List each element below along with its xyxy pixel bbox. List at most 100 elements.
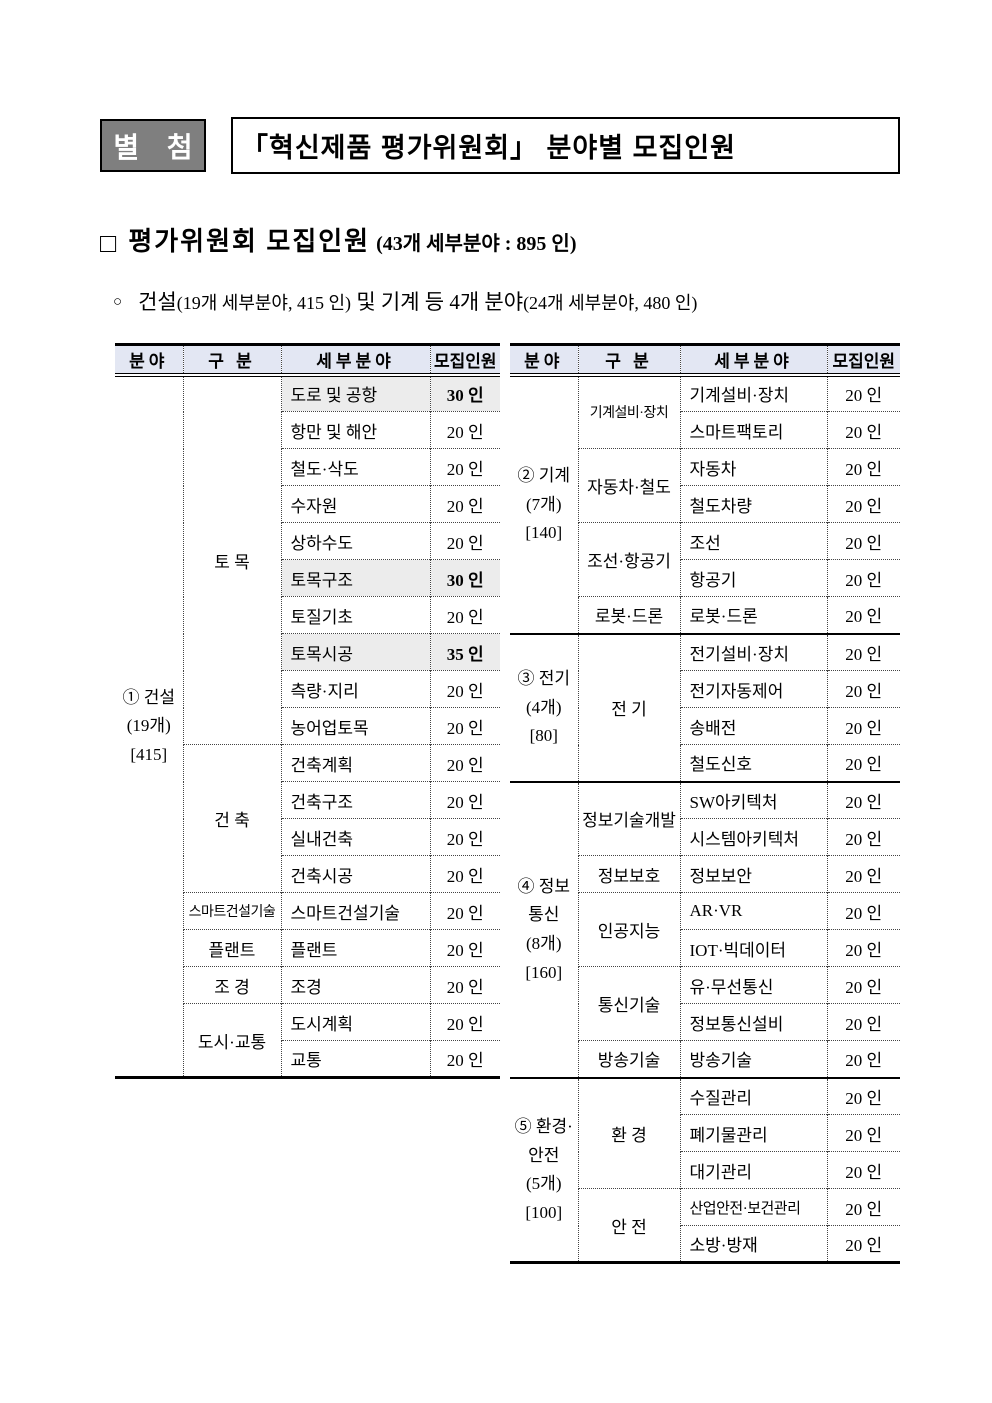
group-cell: 조선·항공기 <box>577 522 680 597</box>
column-header: 모집인원 <box>429 344 500 377</box>
count-cell: 20 인 <box>826 1188 900 1226</box>
subfield-cell: 조선 <box>679 522 827 560</box>
count-cell: 30 인 <box>429 374 500 412</box>
subfield-cell: 토목시공 <box>280 633 430 671</box>
table-row: 스마트건설기술 스마트건설기술 20 인 <box>115 892 500 930</box>
subfield-cell: 농어업토목 <box>280 707 430 745</box>
count-cell: 20 인 <box>826 1225 900 1263</box>
subfield-cell: 대기관리 <box>679 1151 827 1189</box>
count-cell: 20 인 <box>826 632 900 671</box>
circle-bullet-icon: ○ <box>113 294 123 310</box>
sub-heading-segment: 및 기계 등 4개 분야 <box>351 290 524 314</box>
count-cell: 20 인 <box>826 485 900 523</box>
table-row: 조 경 조경 20 인 <box>115 966 500 1004</box>
section-heading-detail: (43개 세부분야 : 895 인) <box>376 233 577 255</box>
table-row: 항만 및 해안 20 인 <box>115 411 500 449</box>
subfield-cell: IOT·빅데이터 <box>679 929 827 967</box>
subfield-cell: AR·VR <box>679 892 827 930</box>
column-header: 모집인원 <box>826 344 900 377</box>
section-heading-main: 평가위원회 모집인원 <box>128 227 371 256</box>
count-cell: 20 인 <box>826 818 900 856</box>
count-cell: 20 인 <box>826 1040 900 1078</box>
count-cell: 30 인 <box>429 559 500 597</box>
count-cell: 20 인 <box>429 670 500 708</box>
table-row: 인공지능 AR·VR 20 인 <box>510 892 900 967</box>
subfield-cell: 송배전 <box>679 707 827 745</box>
group-cell: 스마트건설기술 <box>182 892 281 930</box>
count-cell: 20 인 <box>429 929 500 967</box>
group-cell: 인공지능 <box>577 892 680 967</box>
square-bullet-icon: □ <box>100 228 117 258</box>
table-row: 측량·지리 20 인 <box>115 670 500 708</box>
count-cell: 20 인 <box>429 522 500 560</box>
sub-heading-segment: (24개 세부분야, 480 인) <box>523 293 698 313</box>
table-row: 실내건축 20 인 <box>115 818 500 856</box>
count-cell: 20 인 <box>826 1003 900 1041</box>
group-cell: 전 기 <box>577 632 680 782</box>
count-cell: 20 인 <box>826 966 900 1004</box>
count-cell: 20 인 <box>429 707 500 745</box>
table-row: ⑤ 환경· 안전 (5개) [100] 환 경 수질관리 20 인 <box>510 1076 900 1263</box>
column-header: 세부분야 <box>280 344 430 377</box>
table-row: 플랜트 플랜트 20 인 <box>115 929 500 967</box>
table-row: 철도차량 20 인 <box>510 485 900 523</box>
group-cell: 안 전 <box>577 1188 680 1263</box>
subfield-cell: 조경 <box>280 966 430 1004</box>
table-row: 로봇·드론 로봇·드론 20 인 <box>510 596 900 634</box>
group-cell: 통신기술 <box>577 966 680 1041</box>
count-cell: 20 인 <box>429 1040 500 1078</box>
table-row: 안 전 산업안전·보건관리 20 인 <box>510 1188 900 1263</box>
recruitment-table-machinery-etc: 분야 구 분 세부분야 모집인원 ② 기계 (7개) [140] 기계설비·장치 기계설비·장치… <box>510 343 900 1264</box>
subfield-cell: 교통 <box>280 1040 430 1078</box>
table-row: 스마트팩토리 20 인 <box>510 411 900 449</box>
count-cell: 20 인 <box>429 818 500 856</box>
recruitment-table-construction: 분야 구 분 세부분야 모집인원 ① 건설 (19개) [415] 토 목 도로 및 공항 30 … <box>115 343 500 1079</box>
subfield-cell: 유·무선통신 <box>679 966 827 1004</box>
table-row: 토질기초 20 인 <box>115 596 500 634</box>
count-cell: 20 인 <box>429 596 500 634</box>
table-row: ① 건설 (19개) [415] 토 목 도로 및 공항 30 인 <box>115 374 500 1078</box>
sub-heading-segment: (19개 세부분야, 415 인) <box>176 293 352 313</box>
table-row: 항공기 20 인 <box>510 559 900 597</box>
count-cell: 20 인 <box>429 1003 500 1041</box>
field-cell: ③ 전기 (4개) [80] <box>510 632 578 782</box>
count-cell: 35 인 <box>429 633 500 671</box>
table-row: 토목구조 30 인 <box>115 559 500 597</box>
group-cell: 조 경 <box>182 966 281 1004</box>
count-cell: 20 인 <box>826 780 900 819</box>
count-cell: 20 인 <box>826 892 900 930</box>
subfield-cell: 상하수도 <box>280 522 430 560</box>
table-row: 정보보호 정보보안 20 인 <box>510 855 900 893</box>
field-cell: ④ 정보 통신 (8개) [160] <box>510 780 578 1078</box>
subfield-cell: 스마트건설기술 <box>280 892 430 930</box>
count-cell: 20 인 <box>429 448 500 486</box>
subfield-cell: 철도신호 <box>679 744 827 782</box>
table-row: 농어업토목 20 인 <box>115 707 500 745</box>
group-cell: 플랜트 <box>182 929 281 967</box>
sub-heading: ○ 건설(19개 세부분야, 415 인) 및 기계 등 4개 분야(24개 세부… <box>113 286 697 316</box>
count-cell: 20 인 <box>826 411 900 449</box>
count-cell: 20 인 <box>826 374 900 412</box>
subfield-cell: 토질기초 <box>280 596 430 634</box>
count-cell: 20 인 <box>826 1151 900 1189</box>
table-row: 송배전 20 인 <box>510 707 900 745</box>
sub-heading-segment: 건설 <box>138 290 177 314</box>
subfield-cell: 폐기물관리 <box>679 1114 827 1152</box>
table-row: IOT·빅데이터 20 인 <box>510 929 900 967</box>
count-cell: 20 인 <box>429 744 500 782</box>
table-row: 교통 20 인 <box>115 1040 500 1078</box>
count-cell: 20 인 <box>826 448 900 486</box>
subfield-cell: 로봇·드론 <box>679 596 827 634</box>
table-row: 소방·방재 20 인 <box>510 1225 900 1263</box>
document-title: 「혁신제품 평가위원회」 분야별 모집인원 <box>241 133 736 163</box>
count-cell: 20 인 <box>429 485 500 523</box>
table-row: 건 축 건축계획 20 인 <box>115 744 500 893</box>
subfield-cell: 실내건축 <box>280 818 430 856</box>
subfield-cell: 플랜트 <box>280 929 430 967</box>
subfield-cell: 항공기 <box>679 559 827 597</box>
column-header: 구 분 <box>182 344 281 377</box>
count-cell: 20 인 <box>826 1114 900 1152</box>
subfield-cell: 도시계획 <box>280 1003 430 1041</box>
table-row: ② 기계 (7개) [140] 기계설비·장치 기계설비·장치 20 인 <box>510 374 900 634</box>
field-cell: ② 기계 (7개) [140] <box>510 374 578 634</box>
